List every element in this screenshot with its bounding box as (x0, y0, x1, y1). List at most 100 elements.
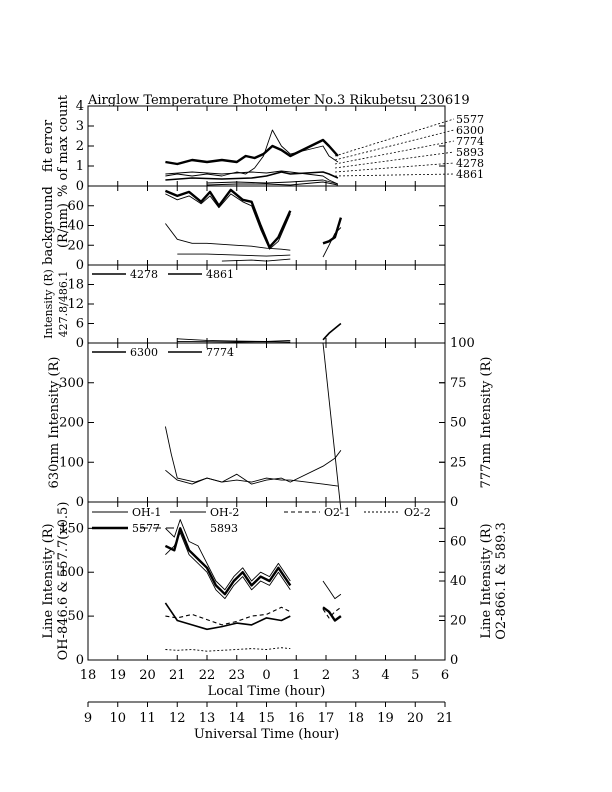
ut-tick-label: 10 (109, 711, 126, 726)
fit-error-ytick-label: 3 (76, 119, 84, 134)
fit-error-series-5577 (165, 138, 339, 166)
local-time-tick-label: 20 (139, 668, 156, 683)
fit-error-right-label: 6300 (456, 124, 484, 137)
fit-error-ylabel: fit error (41, 119, 56, 172)
fit-error-leader-line (334, 140, 455, 165)
background-ytick-label: 20 (67, 238, 84, 253)
intensity-blue-series-4861 (177, 340, 291, 343)
red-lines-ytick-right-label: 50 (450, 416, 467, 431)
background-ylabel: (R/nm) (56, 203, 71, 248)
background-series-bg2 (165, 193, 291, 250)
red-lines-ylabel-right: 777nm Intensity (R) (479, 357, 494, 489)
line-intensity-legend-5893: 5893 (210, 522, 238, 535)
background-frame (87, 185, 446, 266)
ut-tick-label: 17 (318, 711, 335, 726)
line-intensity-ytick-right-label: 40 (450, 574, 467, 589)
background-ytick-label: 60 (67, 199, 84, 214)
local-time-tick-label: 4 (381, 668, 389, 683)
ut-tick-label: 19 (377, 711, 394, 726)
ut-tick-label: 13 (199, 711, 216, 726)
ut-tick-label: 21 (437, 711, 454, 726)
background-series-bg3 (165, 223, 291, 251)
red-lines-legend-7774: 7774 (206, 346, 234, 359)
background-series-bg7 (322, 227, 342, 258)
line-intensity-series-5893 (164, 602, 291, 631)
red-lines-legend-6300: 6300 (130, 346, 158, 359)
background-ylabel: background (41, 186, 56, 265)
intensity-blue-ytick-label: 12 (67, 297, 84, 312)
local-time-tick-label: 3 (352, 668, 360, 683)
fit-error-leader-line (334, 129, 455, 161)
fit-error-right-label: 7774 (456, 135, 484, 148)
line-intensity-series-o2-2 (165, 647, 291, 652)
line-intensity-legend-oh-2: OH-2 (210, 506, 239, 519)
red-lines-ytick-label: 0 (76, 495, 84, 510)
red-lines-series-6300 (164, 426, 342, 485)
local-time-tick-label: 6 (441, 668, 449, 683)
line-intensity-ytick-right-label: 20 (450, 614, 467, 629)
intensity-blue-ytick-label: 18 (67, 278, 84, 293)
background-ytick-label: 0 (76, 258, 84, 273)
fit-error-ytick-label: 2 (76, 139, 84, 154)
fit-error-series-7774 (165, 171, 339, 181)
intensity-blue-ytick-label: 6 (76, 317, 84, 332)
fit-error-right-label: 5577 (456, 113, 484, 126)
intensity-blue-ylabel: 427.8/486.1 (57, 271, 70, 338)
local-time-axis-title: Local Time (hour) (208, 684, 326, 699)
ut-tick-label: 12 (169, 711, 186, 726)
fit-error-ytick-label: 4 (76, 99, 84, 114)
red-lines-ytick-right-label: 100 (450, 336, 475, 351)
local-time-tick-label: 23 (228, 668, 245, 683)
line-intensity-ylabel: Line Intensity (R) (41, 523, 56, 638)
ut-tick-label: 18 (347, 711, 364, 726)
ut-tick-label: 11 (139, 711, 156, 726)
chart-title: Airglow Temperature Photometer No.3 Riku… (87, 93, 470, 108)
ut-tick-label: 15 (258, 711, 275, 726)
ut-axis-title: Universal Time (hour) (194, 727, 339, 742)
line-intensity-series-5577-late (322, 606, 342, 622)
local-time-tick-label: 21 (169, 668, 186, 683)
line-intensity-ylabel-right: O2-866.1 & 589.3 (494, 522, 509, 640)
line-intensity-ytick-label: 150 (59, 521, 84, 536)
fit-error-leader-line (334, 118, 455, 157)
line-intensity-series-o2-1-late (322, 606, 342, 619)
background-series-bg5 (221, 258, 291, 262)
line-intensity-ylabel-right: Line Intensity (R) (479, 523, 494, 638)
line-intensity-series-5577 (164, 527, 292, 596)
fit-error-ylabel: % of max count (56, 94, 71, 197)
red-lines-ytick-right-label: 75 (450, 376, 467, 391)
red-lines-ytick-label: 300 (59, 376, 84, 391)
background-series-bg4 (177, 253, 291, 257)
ut-tick-label: 16 (288, 711, 305, 726)
local-time-tick-label: 1 (292, 668, 300, 683)
line-intensity-legend-o2-2: O2-2 (404, 506, 431, 519)
line-intensity-legend-oh-1: OH-1 (132, 506, 161, 519)
local-time-tick-label: 5 (411, 668, 419, 683)
line-intensity-series-oh-1-late (322, 580, 342, 600)
fit-error-right-label: 4278 (456, 157, 484, 170)
line-intensity-legend-o2-1: O2-1 (324, 506, 351, 519)
line-intensity-ylabel: OH-846.6 & 557.7(x0.5) (56, 502, 71, 661)
ut-tick-label: 14 (228, 711, 245, 726)
red-lines-ytick-label: 100 (59, 455, 84, 470)
fit-error-series-5893 (165, 170, 339, 185)
red-lines-series-steep (322, 342, 342, 510)
local-time-tick-label: 22 (199, 668, 216, 683)
fit-error-leader-line (334, 162, 455, 173)
background-series-bg1 (164, 188, 292, 249)
fit-error-ytick-label: 0 (76, 179, 84, 194)
line-intensity-ytick-label: 0 (76, 653, 84, 668)
fit-error-leader-line (334, 173, 455, 177)
ut-tick-label: 20 (407, 711, 424, 726)
red-lines-series-7774 (165, 469, 338, 487)
intensity-blue-ylabel: Intensity (R) (42, 269, 55, 339)
local-time-tick-label: 2 (322, 668, 330, 683)
fit-error-right-label: 5893 (456, 146, 484, 159)
fit-error-series-4278 (206, 179, 339, 185)
red-lines-ytick-right-label: 25 (450, 455, 467, 470)
intensity-blue-series-4278-late (322, 322, 342, 341)
line-intensity-ytick-label: 50 (67, 609, 84, 624)
background-ytick-label: 40 (67, 219, 84, 234)
